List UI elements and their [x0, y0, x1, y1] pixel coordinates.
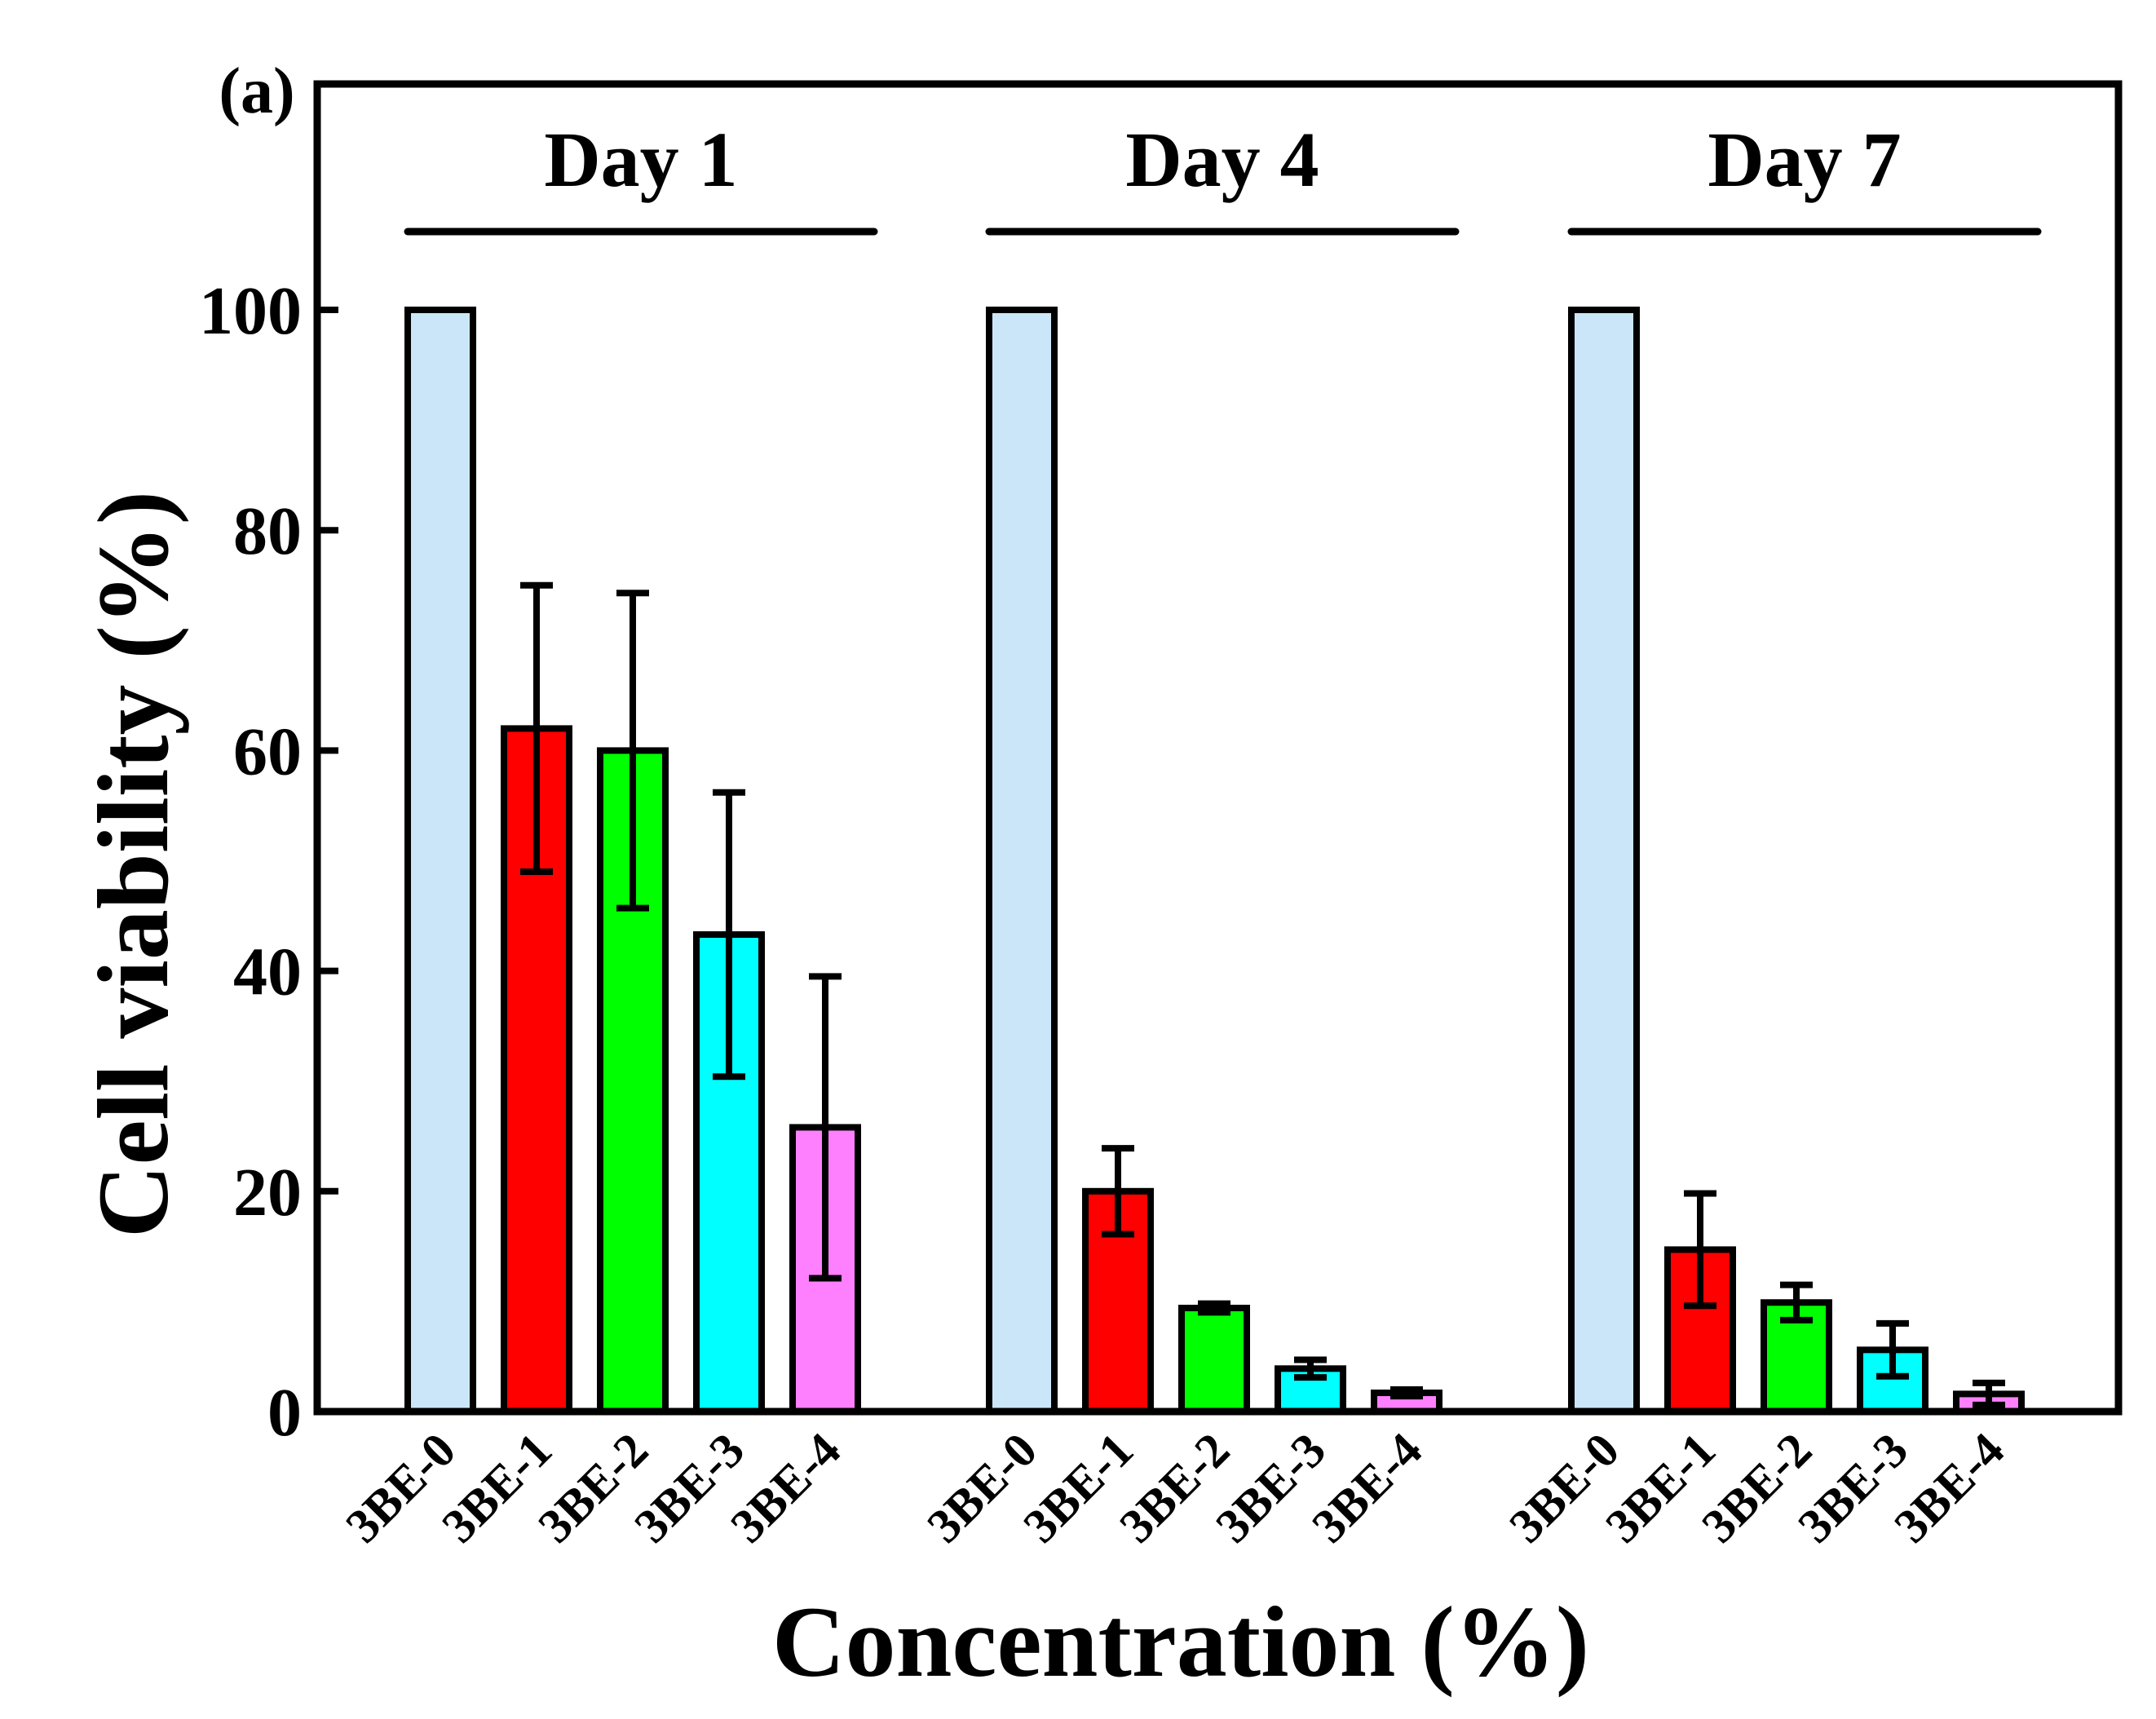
group-label: Day 4 [1125, 116, 1319, 203]
group-label: Day 1 [544, 116, 737, 203]
x-tick-label: 3BE-1 [431, 1423, 562, 1553]
x-tick-label: 3BE-3 [1205, 1423, 1336, 1553]
y-axis-title: Cell viability (%) [77, 491, 189, 1238]
y-tick-label: 80 [233, 493, 302, 569]
panel-label: (a) [219, 55, 294, 127]
x-tick-label: 3BE-4 [1884, 1423, 2014, 1553]
bar [1568, 307, 1640, 1415]
x-axis-title: Concentration (%) [772, 1586, 1589, 1698]
x-tick-label: 3BE-0 [917, 1423, 1047, 1553]
plot-frame [313, 80, 2123, 1416]
y-tick-label: 0 [267, 1375, 302, 1451]
bar [986, 307, 1058, 1415]
y-tick-label: 20 [233, 1155, 302, 1231]
x-tick-label: 3BE-2 [1109, 1423, 1239, 1553]
x-tick-label: 3BE-1 [1013, 1423, 1143, 1553]
x-tick-label: 3BE-4 [1301, 1423, 1432, 1553]
x-tick-label: 3BE-2 [1691, 1423, 1822, 1553]
y-tick-label: 100 [199, 273, 302, 349]
x-tick-label: 3BE-0 [1499, 1423, 1629, 1553]
x-tick-label: 3BE-2 [528, 1423, 658, 1553]
x-tick-label: 3BE-3 [624, 1423, 754, 1553]
bar [404, 307, 476, 1415]
y-tick-label: 40 [233, 935, 302, 1010]
x-tick-label: 3BE-1 [1595, 1423, 1725, 1553]
x-tick-label: 3BE-3 [1787, 1423, 1918, 1553]
group-label: Day 7 [1708, 116, 1901, 203]
x-tick-label: 3BE-0 [335, 1423, 466, 1553]
x-tick-label: 3BE-4 [720, 1423, 850, 1553]
y-tick-label: 60 [233, 714, 302, 789]
bar [1178, 1305, 1250, 1415]
